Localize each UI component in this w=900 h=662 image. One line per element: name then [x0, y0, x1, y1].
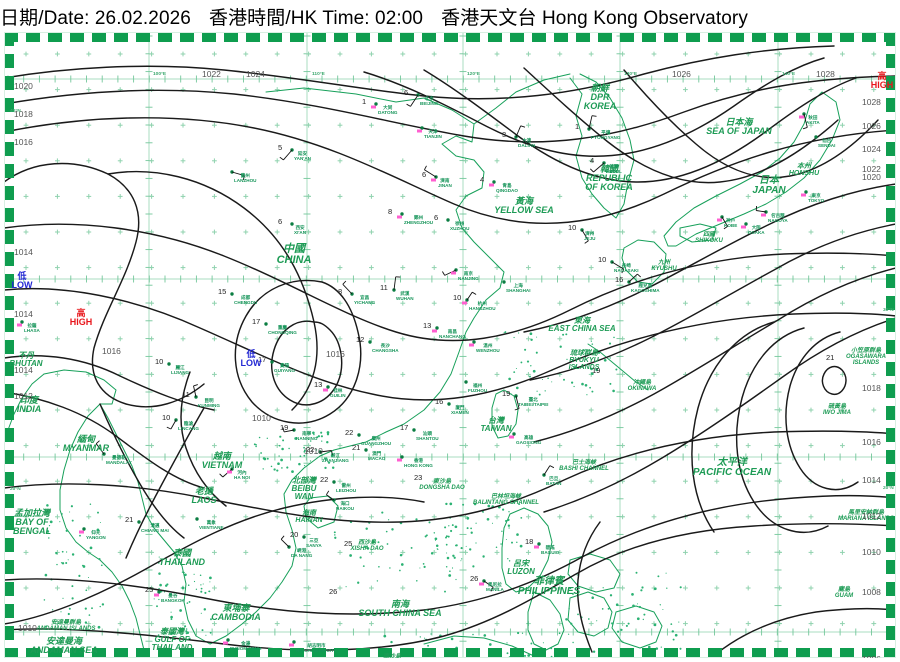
station-symbols: [17, 93, 818, 647]
isobars: [4, 45, 896, 655]
map-graphics: [4, 32, 896, 658]
time-label: 香港時間/HK Time: 02:00: [208, 7, 424, 29]
surface-analysis-map[interactable]: 朝鮮 DPR KOREA 日本海 SEA OF JAPAN 韓國 REPUBLIC OF KO…: [4, 32, 896, 658]
island-specks: [43, 331, 682, 658]
date-label: 日期/Date: 26.02.2026: [0, 7, 191, 29]
map-border: [4, 32, 896, 658]
organisation-label: 香港天文台 Hong Kong Observatory: [441, 7, 748, 29]
chart-header: 日期/Date: 26.02.2026 香港時間/HK Time: 02:00 …: [0, 0, 900, 32]
